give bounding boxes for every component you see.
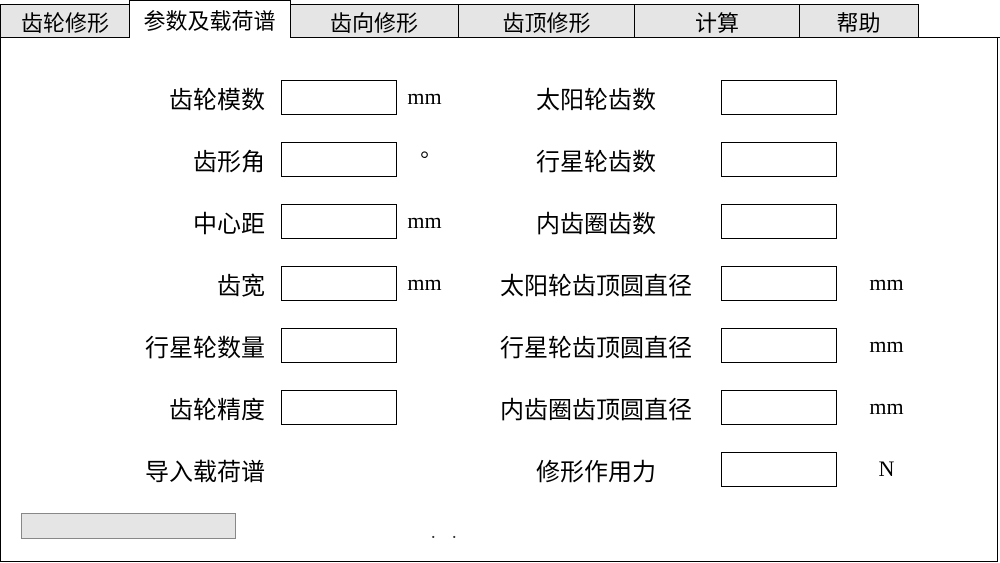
input-center-distance[interactable] (281, 204, 397, 239)
label-sun-teeth: 太阳轮齿数 (471, 80, 721, 115)
row-sun-tip-diameter: 太阳轮齿顶圆直径 mm (471, 252, 981, 314)
row-ring-tip-diameter: 内齿圈齿顶圆直径 mm (471, 376, 981, 438)
label-gear-module: 齿轮模数 (1, 80, 281, 115)
form-column-left: 齿轮模数 mm 齿形角 ° 中心距 mm 齿宽 mm (1, 66, 471, 500)
label-import-load-spectrum: 导入载荷谱 (1, 452, 281, 487)
unit-ring-tip-diameter: mm (859, 394, 914, 420)
row-gear-precision: 齿轮精度 (1, 376, 471, 438)
label-center-distance: 中心距 (1, 204, 281, 239)
active-tab-cover (131, 37, 290, 40)
row-import-load-spectrum: 导入载荷谱 (1, 438, 471, 500)
input-ring-tip-diameter[interactable] (721, 390, 837, 425)
unit-sun-tip-diameter: mm (859, 270, 914, 296)
row-planet-count: 行星轮数量 (1, 314, 471, 376)
label-planet-count: 行星轮数量 (1, 328, 281, 363)
input-planet-teeth[interactable] (721, 142, 837, 177)
input-pressure-angle[interactable] (281, 142, 397, 177)
input-planet-count[interactable] (281, 328, 397, 363)
form-grid: 齿轮模数 mm 齿形角 ° 中心距 mm 齿宽 mm (1, 66, 997, 500)
input-ring-teeth[interactable] (721, 204, 837, 239)
label-planet-tip-diameter: 行星轮齿顶圆直径 (471, 328, 721, 363)
label-pressure-angle: 齿形角 (1, 142, 281, 177)
row-gear-module: 齿轮模数 mm (1, 66, 471, 128)
input-tooth-width[interactable] (281, 266, 397, 301)
content-panel: 齿轮模数 mm 齿形角 ° 中心距 mm 齿宽 mm (0, 38, 998, 562)
input-planet-tip-diameter[interactable] (721, 328, 837, 363)
unit-gear-module: mm (397, 84, 452, 110)
tab-label: 计算 (695, 6, 739, 38)
label-sun-tip-diameter: 太阳轮齿顶圆直径 (471, 266, 721, 301)
tab-gear-modification[interactable]: 齿轮修形 (0, 4, 130, 38)
label-modification-force: 修形作用力 (471, 452, 721, 487)
unit-tooth-width: mm (397, 270, 452, 296)
tab-params-load-spectrum[interactable]: 参数及载荷谱 (129, 0, 291, 38)
input-gear-precision[interactable] (281, 390, 397, 425)
form-column-right: 太阳轮齿数 行星轮齿数 内齿圈齿数 太阳轮齿顶圆直径 mm (471, 66, 981, 500)
bottom-area: . . (1, 511, 997, 561)
unit-center-distance: mm (397, 208, 452, 234)
row-center-distance: 中心距 mm (1, 190, 471, 252)
ellipsis-dots: . . (431, 522, 463, 543)
tab-label: 齿轮修形 (21, 6, 109, 38)
row-tooth-width: 齿宽 mm (1, 252, 471, 314)
input-gear-module[interactable] (281, 80, 397, 115)
tab-label: 帮助 (836, 6, 880, 38)
tab-bar: 齿轮修形 参数及载荷谱 齿向修形 齿顶修形 计算 帮助 (0, 0, 1000, 38)
unit-pressure-angle: ° (397, 146, 452, 172)
input-modification-force[interactable] (721, 452, 837, 487)
row-planet-tip-diameter: 行星轮齿顶圆直径 mm (471, 314, 981, 376)
unit-planet-tip-diameter: mm (859, 332, 914, 358)
label-tooth-width: 齿宽 (1, 266, 281, 301)
input-sun-tip-diameter[interactable] (721, 266, 837, 301)
tab-help[interactable]: 帮助 (799, 4, 919, 38)
row-modification-force: 修形作用力 N (471, 438, 981, 500)
tab-calculate[interactable]: 计算 (634, 4, 800, 38)
row-planet-teeth: 行星轮齿数 (471, 128, 981, 190)
tab-tooth-direction-modification[interactable]: 齿向修形 (289, 4, 459, 38)
load-spectrum-box[interactable] (21, 513, 236, 539)
tab-label: 参数及载荷谱 (143, 4, 275, 36)
label-ring-tip-diameter: 内齿圈齿顶圆直径 (471, 390, 721, 425)
row-sun-teeth: 太阳轮齿数 (471, 66, 981, 128)
unit-modification-force: N (859, 456, 914, 482)
tab-label: 齿向修形 (330, 6, 418, 38)
row-pressure-angle: 齿形角 ° (1, 128, 471, 190)
label-planet-teeth: 行星轮齿数 (471, 142, 721, 177)
app-container: 齿轮修形 参数及载荷谱 齿向修形 齿顶修形 计算 帮助 齿轮模数 mm 齿形角 … (0, 0, 1000, 563)
input-sun-teeth[interactable] (721, 80, 837, 115)
tab-tooth-tip-modification[interactable]: 齿顶修形 (458, 4, 636, 38)
row-ring-teeth: 内齿圈齿数 (471, 190, 981, 252)
label-ring-teeth: 内齿圈齿数 (471, 204, 721, 239)
label-gear-precision: 齿轮精度 (1, 390, 281, 425)
tab-label: 齿顶修形 (502, 6, 590, 38)
